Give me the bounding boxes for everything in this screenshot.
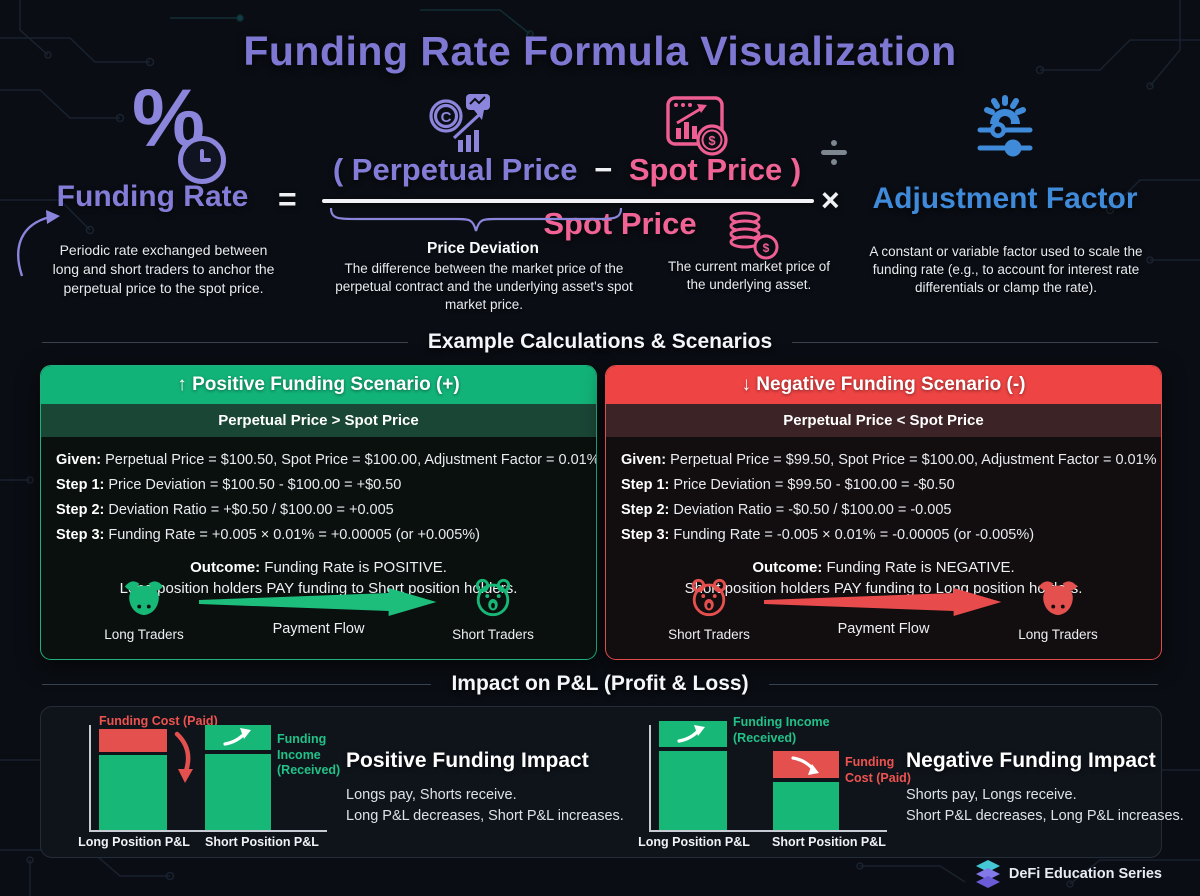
up-arrow-icon	[677, 725, 705, 743]
perpetual-price-term: Perpetual Price	[351, 152, 578, 187]
funding-cost-segment	[99, 729, 167, 752]
payment-flow-label: Payment Flow	[272, 621, 365, 637]
divide-icon	[820, 140, 848, 165]
long-pnl-bar	[659, 751, 727, 830]
calc-row: Step 3: Funding Rate = -0.005 × 0.01% = -…	[621, 527, 1035, 543]
calc-row: Step 2: Deviation Ratio = -$0.50 / $100.0…	[621, 502, 952, 518]
positive-impact-title: Positive Funding Impact	[346, 749, 589, 772]
positive-payment-flow: Long Traders Payment Flow Sh	[41, 577, 596, 653]
percent-clock-icon: %	[132, 78, 228, 184]
short-bar-label: Short Position P&L	[205, 835, 319, 849]
negative-impact-block: Funding Income (Received) Funding Cost (…	[601, 707, 1184, 857]
short-bar-label: Short Position P&L	[772, 835, 886, 849]
bear-icon	[691, 578, 727, 617]
calc-row: Step 2: Deviation Ratio = +$0.50 / $100.0…	[56, 502, 394, 518]
negative-card-title: ↓ Negative Funding Scenario (-)	[606, 366, 1161, 404]
bull-icon	[1038, 581, 1078, 616]
page-title: Funding Rate Formula Visualization	[243, 28, 957, 74]
funding-cost-label: Funding Cost (Paid)	[845, 755, 911, 785]
from-trader-label: Long Traders	[104, 627, 184, 642]
scenarios-header-text: Example Calculations & Scenarios	[427, 330, 773, 353]
negative-scenario-card: ↓ Negative Funding Scenario (-) Perpetua…	[605, 365, 1162, 660]
positive-scenario-card: ↑ Positive Funding Scenario (+) Perpetua…	[40, 365, 597, 660]
payment-flow-label: Payment Flow	[837, 621, 930, 637]
open-paren: (	[332, 152, 344, 187]
calc-row: Step 1: Price Deviation = $100.50 - $100.…	[56, 477, 402, 493]
calc-row: Given: Perpetual Price = $99.50, Spot Pri…	[621, 452, 1157, 468]
price-deviation-label: Price Deviation	[427, 240, 539, 257]
close-paren: )	[790, 152, 802, 187]
from-trader-label: Short Traders	[668, 627, 750, 642]
adjustment-factor-desc: A constant or variable factor used to sc…	[869, 244, 1143, 296]
formula-numerator: ( Perpetual Price − Spot Price )	[320, 152, 814, 188]
negative-impact-title: Negative Funding Impact	[906, 749, 1156, 772]
spot-price-desc: The current market price of the underlyi…	[667, 259, 831, 293]
negative-impact-line2: Short P&L decreases, Long P&L increases.	[906, 808, 1184, 824]
funding-cost-label: Funding Cost (Paid)	[99, 714, 218, 728]
adjustment-factor-term: Adjustment Factor	[872, 182, 1138, 215]
positive-card-condition: Perpetual Price > Spot Price	[41, 404, 596, 437]
price-deviation-desc: The difference between the market price …	[335, 261, 633, 313]
browser-chart-icon: $	[666, 96, 728, 156]
impact-header-text: Impact on P&L (Profit & Loss)	[451, 672, 749, 695]
short-pnl-bar	[773, 782, 839, 830]
scenarios-section-header: Example Calculations & Scenarios	[0, 330, 1200, 354]
funding-income-segment	[659, 721, 727, 747]
down-curved-arrow-icon	[174, 731, 193, 783]
svg-text:$: $	[708, 133, 716, 148]
curved-arrow-icon	[17, 210, 60, 277]
to-trader-label: Short Traders	[452, 627, 534, 642]
to-trader-label: Long Traders	[1018, 627, 1098, 642]
positive-outcome: Outcome: Funding Rate is POSITIVE. Long …	[119, 559, 518, 597]
payment-arrow-icon	[199, 588, 437, 616]
funding-rate-term: Funding Rate	[56, 180, 249, 213]
short-pnl-bar	[205, 754, 271, 830]
coin-chart-icon: C	[429, 94, 490, 152]
payment-arrow-icon	[764, 588, 1002, 616]
multiply-sign: ×	[821, 182, 840, 218]
brace-icon	[329, 207, 623, 232]
bull-icon	[124, 581, 164, 616]
up-arrow-icon	[223, 728, 251, 746]
long-pnl-bar	[99, 755, 167, 830]
svg-text:$: $	[763, 241, 770, 255]
brand-footer: DeFi Education Series	[975, 860, 1162, 888]
funding-income-label: Funding Income (Received)	[733, 715, 830, 745]
long-bar-label: Long Position P&L	[78, 835, 190, 849]
svg-text:C: C	[441, 109, 452, 126]
gear-slider-icon	[977, 95, 1033, 157]
negative-card-condition: Perpetual Price < Spot Price	[606, 404, 1161, 437]
positive-card-title: ↑ Positive Funding Scenario (+)	[41, 366, 596, 404]
negative-payment-flow: Short Traders Payment Flow Long Trade	[606, 577, 1161, 653]
brand-label: DeFi Education Series	[1008, 866, 1162, 882]
calc-row: Step 3: Funding Rate = +0.005 × 0.01% = +…	[56, 527, 480, 543]
minus-sign: −	[594, 152, 613, 187]
clock-icon	[178, 136, 226, 184]
impact-panel: Funding Cost (Paid) Funding Income (Rece…	[40, 706, 1184, 858]
funding-income-label: Funding Income (Received)	[277, 732, 341, 778]
positive-impact-line2: Long P&L decreases, Short P&L increases.	[346, 808, 624, 824]
equals-sign: =	[278, 181, 297, 217]
impact-section-header: Impact on P&L (Profit & Loss)	[0, 672, 1200, 696]
calc-row: Given: Perpetual Price = $100.50, Spot Pr…	[56, 452, 597, 468]
negative-impact-chart: Funding Income (Received) Funding Cost (…	[633, 707, 923, 857]
spot-price-term: Spot Price	[628, 152, 783, 187]
negative-impact-line1: Shorts pay, Longs receive.	[906, 787, 1077, 803]
bear-icon	[475, 578, 511, 617]
positive-impact-chart: Funding Cost (Paid) Funding Income (Rece…	[73, 707, 363, 857]
positive-impact-line1: Longs pay, Shorts receive.	[346, 787, 517, 803]
negative-outcome: Outcome: Funding Rate is NEGATIVE. Short…	[684, 559, 1083, 597]
coins-stack-icon: $	[729, 211, 779, 260]
fraction-bar	[322, 199, 814, 203]
funding-cost-segment	[773, 751, 839, 778]
down-arrow-icon	[791, 756, 819, 775]
funding-income-segment	[205, 725, 271, 750]
calc-row: Step 1: Price Deviation = $99.50 - $100.0…	[621, 477, 955, 493]
layers-icon	[975, 860, 1000, 888]
funding-rate-desc: Periodic rate exchanged between long and…	[52, 242, 275, 296]
positive-impact-block: Funding Cost (Paid) Funding Income (Rece…	[41, 707, 624, 857]
long-bar-label: Long Position P&L	[638, 835, 750, 849]
